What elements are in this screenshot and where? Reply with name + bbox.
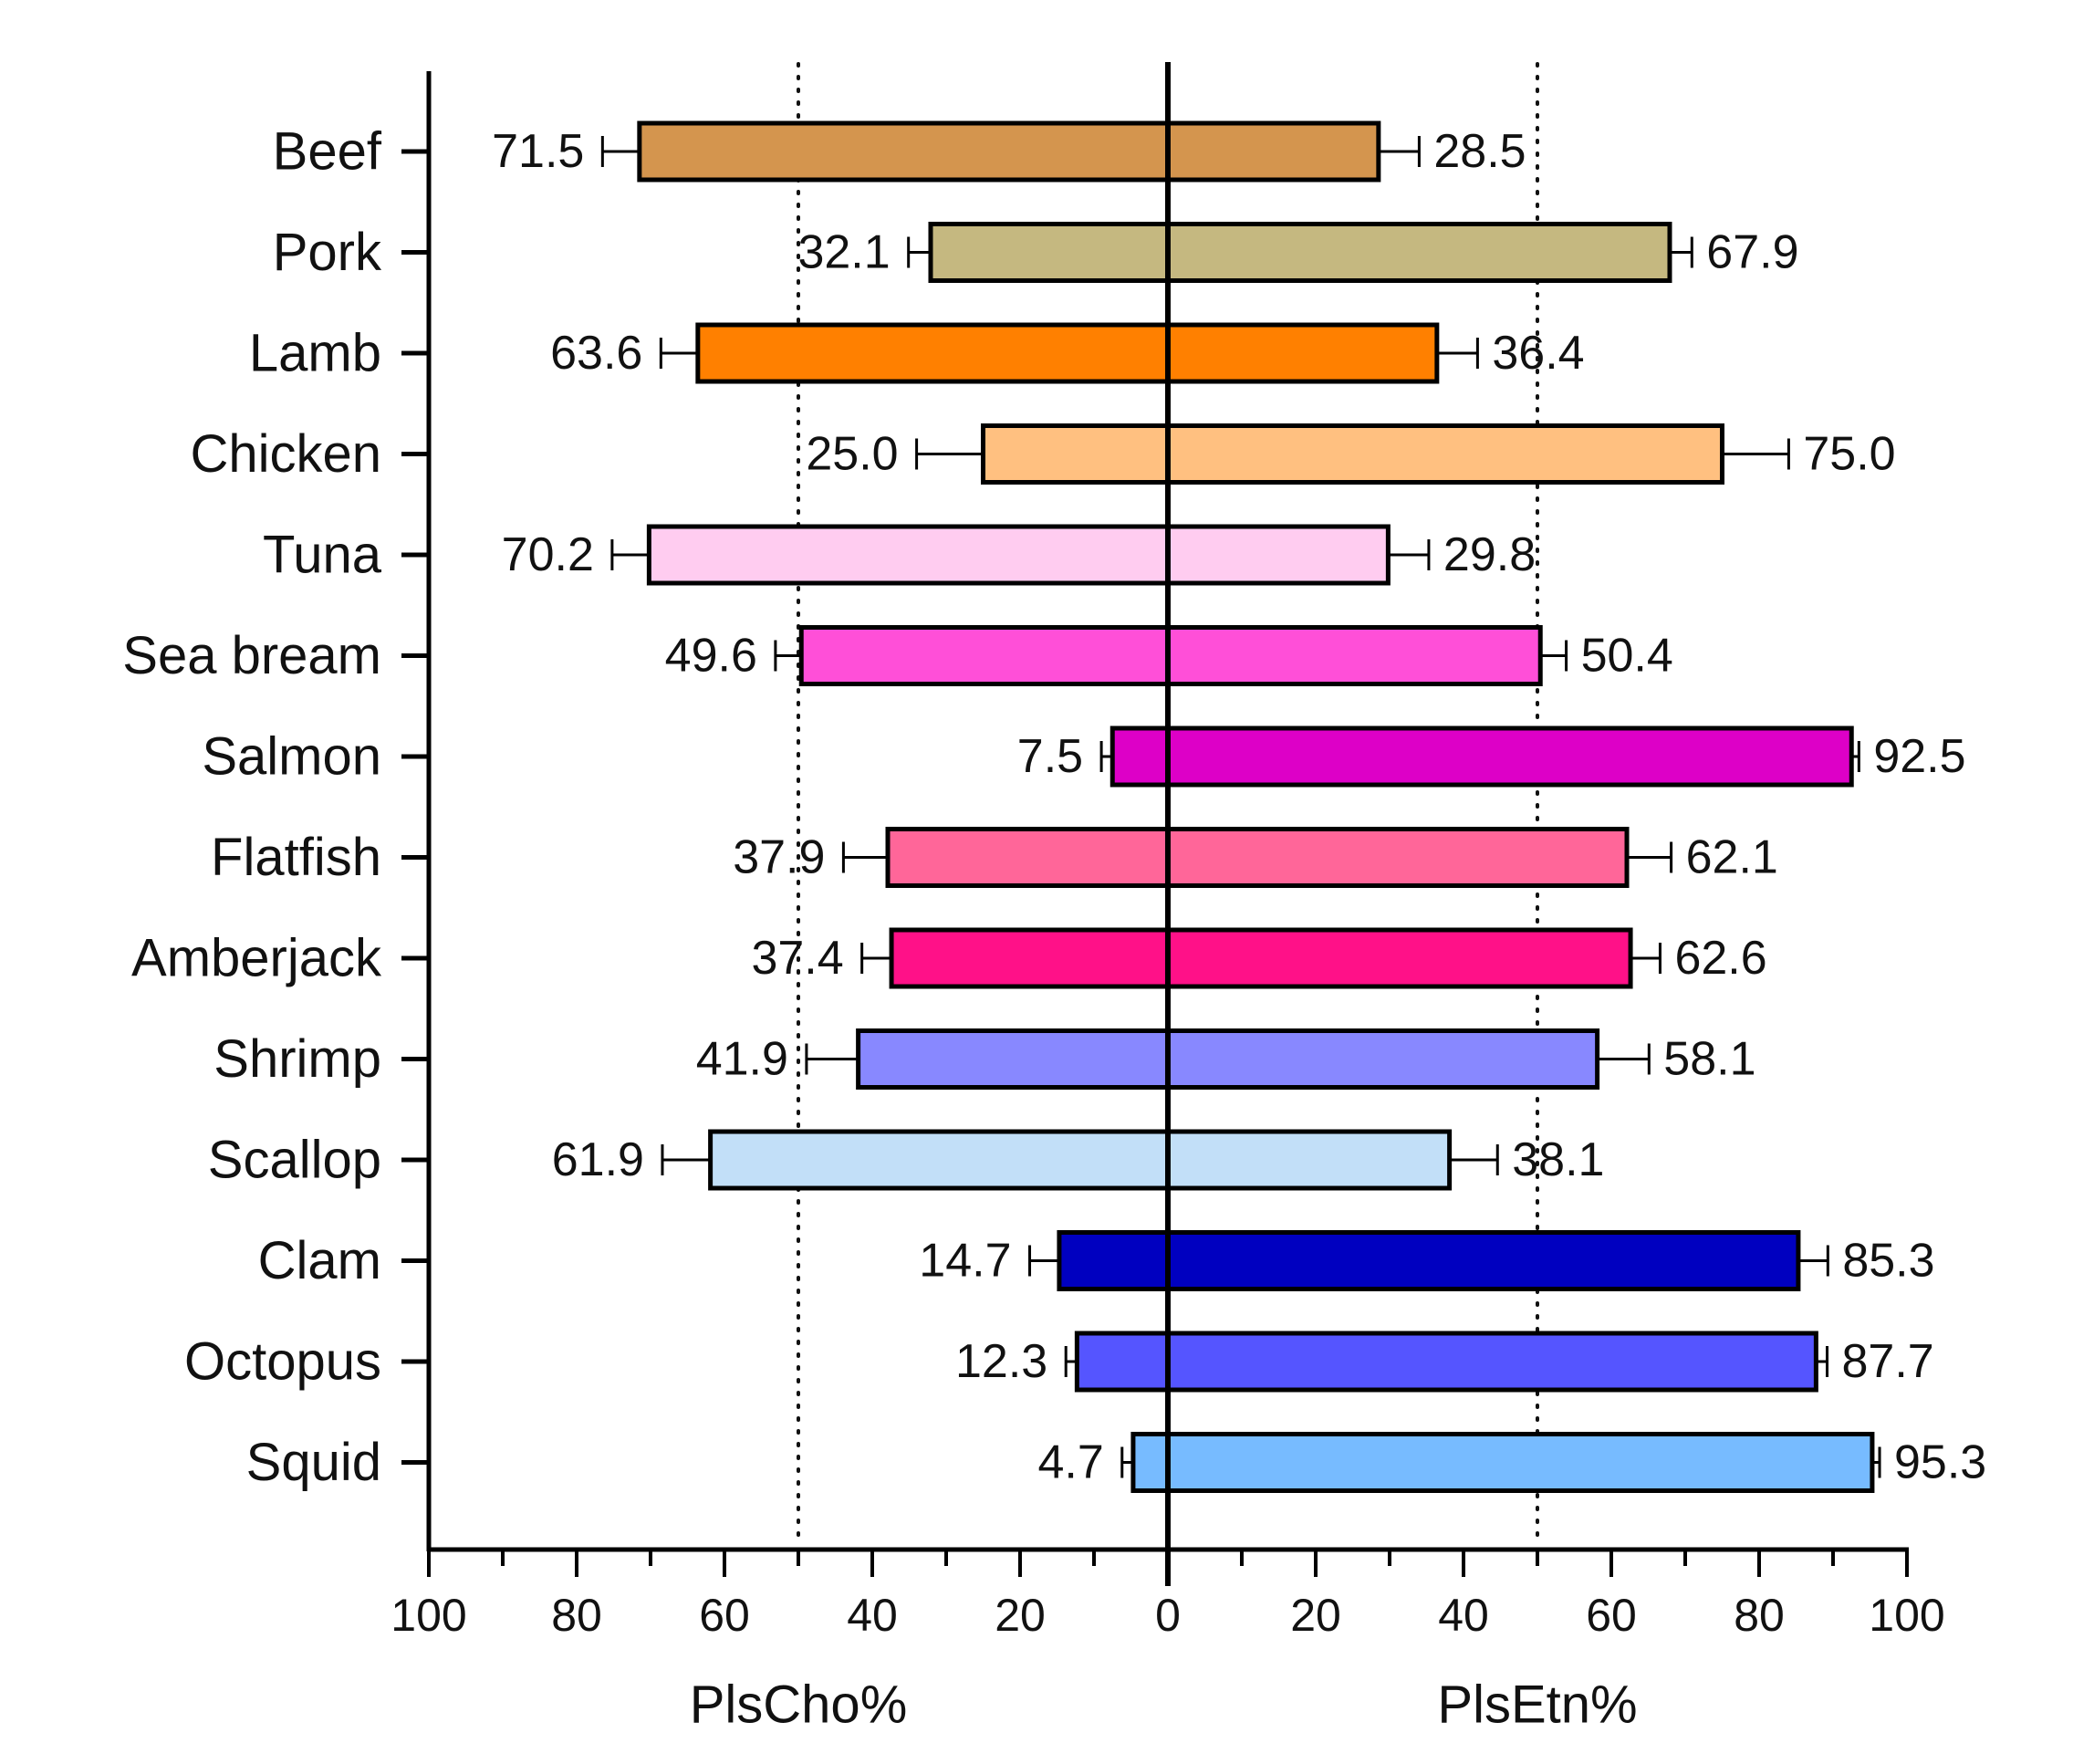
x-tick-label-right-5: 100	[1869, 1590, 1944, 1641]
bar-plscho-7	[885, 827, 1171, 888]
data-label-plsetn-12: 87.7	[1842, 1335, 1934, 1388]
data-label-plscho-11: 14.7	[919, 1235, 1011, 1288]
x-tick-label-right-1: 20	[1290, 1590, 1341, 1641]
data-label-plsetn-9: 58.1	[1663, 1033, 1755, 1086]
bar-plsetn-10	[1165, 1129, 1453, 1191]
x-tick-label-right-4: 80	[1734, 1590, 1785, 1641]
data-label-plscho-9: 41.9	[696, 1033, 788, 1086]
category-label-0: Beef	[273, 122, 382, 182]
data-label-plsetn-1: 67.9	[1706, 226, 1798, 279]
error-bars	[600, 136, 1881, 1478]
x-tick-label-left-4: 20	[995, 1590, 1046, 1641]
category-label-3: Chicken	[190, 424, 381, 484]
bar-plscho-11	[1057, 1230, 1171, 1291]
data-label-plscho-6: 7.5	[1017, 730, 1083, 783]
bar-plscho-5	[798, 625, 1171, 686]
data-label-plscho-1: 32.1	[797, 226, 890, 279]
bar-plscho-10	[708, 1129, 1171, 1191]
bar-plscho-8	[889, 927, 1171, 989]
bar-plsetn-11	[1165, 1230, 1801, 1291]
bar-plscho-13	[1130, 1432, 1171, 1493]
x-tick-label-right-2: 40	[1438, 1590, 1489, 1641]
category-label-2: Lamb	[249, 324, 381, 383]
data-label-plscho-10: 61.9	[552, 1133, 644, 1186]
category-label-10: Scallop	[208, 1131, 381, 1190]
data-label-plscho-8: 37.4	[751, 932, 843, 985]
data-label-plsetn-7: 62.1	[1686, 831, 1778, 884]
category-label-6: Salmon	[202, 727, 381, 787]
x-tick-label-right-0: 0	[1155, 1590, 1181, 1641]
bar-plscho-0	[637, 120, 1171, 183]
bar-plsetn-13	[1165, 1432, 1875, 1493]
category-label-12: Octopus	[184, 1332, 381, 1392]
bar-plsetn-9	[1165, 1028, 1600, 1090]
x-axis-title-left: PlsCho%	[690, 1675, 908, 1735]
data-label-plsetn-13: 95.3	[1894, 1436, 1986, 1489]
x-tick-label-right-3: 60	[1586, 1590, 1637, 1641]
data-label-plsetn-0: 28.5	[1433, 125, 1526, 178]
data-label-plscho-12: 12.3	[955, 1335, 1047, 1388]
data-label-plsetn-8: 62.6	[1674, 932, 1766, 985]
bar-plsetn-2	[1165, 322, 1440, 384]
text-labels: 71.5 28.5 Beef 32.1 67.9 Pork 63.6 36.4 Lamb 25.0…	[122, 122, 1986, 1735]
bar-plscho-12	[1074, 1331, 1171, 1393]
data-label-plsetn-5: 50.4	[1581, 630, 1673, 683]
category-label-5: Sea bream	[122, 626, 381, 685]
bar-plscho-9	[856, 1028, 1171, 1090]
x-tick-label-left-0: 100	[391, 1590, 466, 1641]
x-tick-label-left-3: 40	[847, 1590, 898, 1641]
bar-plscho-1	[928, 222, 1171, 283]
x-tick-label-left-1: 80	[551, 1590, 602, 1641]
category-label-1: Pork	[273, 223, 382, 282]
bar-plsetn-3	[1165, 423, 1724, 485]
data-label-plsetn-11: 85.3	[1842, 1235, 1934, 1288]
bar-plscho-2	[695, 322, 1171, 384]
data-label-plscho-13: 4.7	[1037, 1436, 1103, 1489]
bar-plsetn-6	[1165, 725, 1854, 788]
data-label-plscho-2: 63.6	[550, 327, 642, 380]
bar-plscho-3	[981, 423, 1171, 485]
data-label-plscho-0: 71.5	[492, 125, 584, 178]
bar-plsetn-0	[1165, 120, 1381, 183]
bar-plsetn-12	[1165, 1331, 1818, 1393]
data-label-plsetn-10: 38.1	[1512, 1133, 1604, 1186]
data-label-plsetn-2: 36.4	[1492, 327, 1584, 380]
category-label-4: Tuna	[263, 526, 382, 585]
x-axis-title-right: PlsEtn%	[1437, 1675, 1637, 1735]
bars	[637, 120, 1875, 1493]
bar-plscho-6	[1109, 725, 1171, 788]
bar-plsetn-4	[1165, 524, 1391, 586]
reference-lines	[797, 62, 1539, 1548]
category-label-11: Clam	[258, 1231, 381, 1290]
bar-plsetn-7	[1165, 827, 1630, 888]
category-label-13: Squid	[246, 1433, 381, 1492]
category-label-8: Amberjack	[131, 929, 382, 988]
data-label-plscho-7: 37.9	[733, 831, 825, 884]
bar-plsetn-5	[1165, 625, 1543, 686]
data-label-plsetn-6: 92.5	[1873, 730, 1965, 783]
data-label-plscho-4: 70.2	[502, 528, 594, 581]
x-tick-label-left-2: 60	[699, 1590, 750, 1641]
tick-marks	[401, 149, 1909, 1577]
bar-plsetn-1	[1165, 222, 1672, 283]
data-label-plsetn-3: 75.0	[1803, 428, 1895, 481]
data-label-plsetn-4: 29.8	[1443, 528, 1536, 581]
category-label-7: Flatfish	[211, 828, 381, 887]
bar-plscho-4	[646, 524, 1171, 586]
bar-plsetn-8	[1165, 927, 1633, 989]
category-label-9: Shrimp	[214, 1029, 381, 1089]
data-label-plscho-5: 49.6	[665, 630, 757, 683]
data-label-plscho-3: 25.0	[806, 428, 898, 481]
